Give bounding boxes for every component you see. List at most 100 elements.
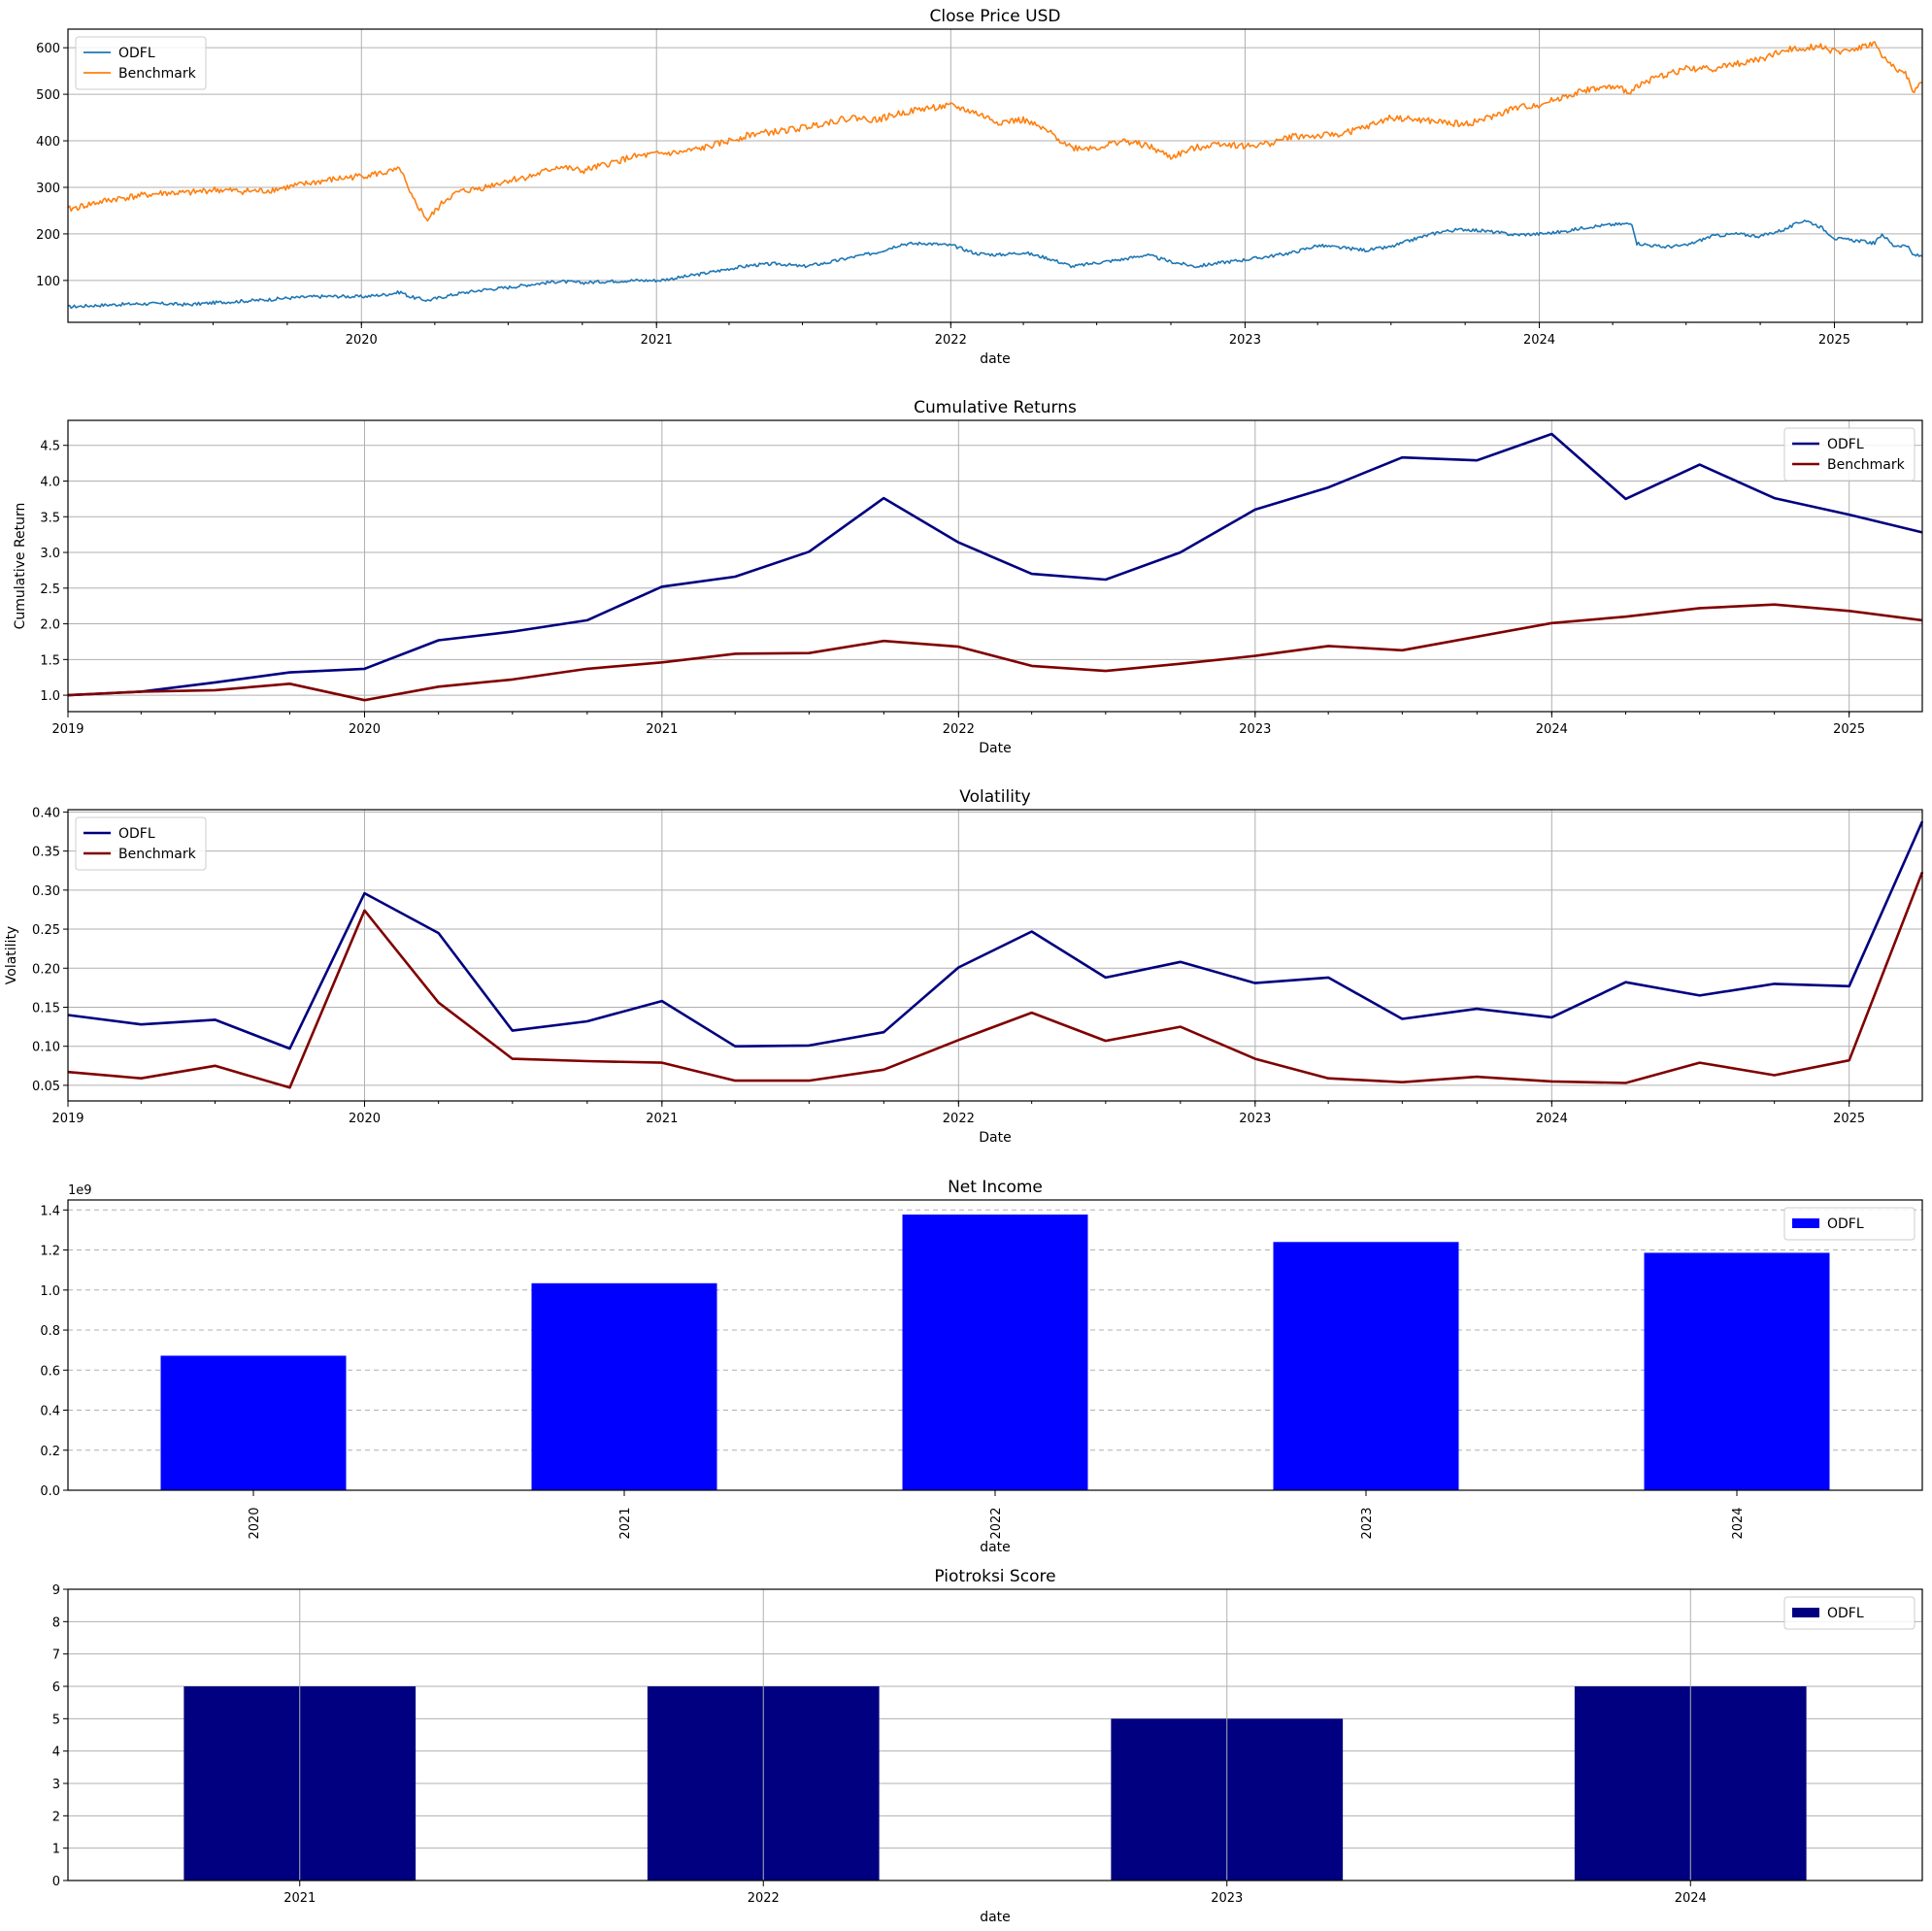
y-tick-label: 4 (52, 1746, 60, 1760)
legend-label-odfl: ODFL (1827, 437, 1864, 452)
x-tick-label: 2022 (943, 722, 975, 737)
y-tick-label: 0.0 (40, 1484, 60, 1499)
legend-label-benchmark: Benchmark (118, 847, 197, 862)
series-line-odfl (67, 219, 1923, 310)
bar-2021 (531, 1282, 717, 1490)
legend-label-benchmark: Benchmark (118, 66, 197, 82)
y-tick-label: 0.35 (32, 846, 60, 860)
x-tick-label: 2023 (1229, 333, 1261, 348)
bar-2022 (902, 1215, 1088, 1490)
x-tick-label: 2024 (1731, 1507, 1746, 1539)
y-tick-label: 4.5 (40, 440, 60, 454)
y-tick-label: 5 (52, 1713, 60, 1727)
chart-title: Close Price USD (930, 7, 1061, 26)
y-tick-label: 0 (52, 1875, 60, 1889)
legend-frame (1783, 1596, 1915, 1630)
chart-title: Piotroksi Score (934, 1567, 1055, 1586)
panel-5: 0 1 2 3 4 5 6 7 8 9 2021 2022 2023 2024 Piotroksi Scor… (52, 1567, 1923, 1925)
bar-2020 (160, 1355, 347, 1490)
x-tick-label: 2021 (618, 1507, 633, 1539)
x-tick-label: 2025 (1833, 722, 1865, 737)
x-tick-label: 2025 (1818, 333, 1850, 348)
legend-frame (75, 816, 207, 871)
y-tick-label: 3.5 (40, 511, 60, 525)
x-tick-label: 2020 (248, 1507, 262, 1539)
y-tick-label: 3 (52, 1778, 60, 1792)
x-tick-label: 2024 (1536, 722, 1568, 737)
x-tick-label: 2021 (646, 1112, 678, 1126)
x-tick-label: 2020 (349, 722, 381, 737)
x-tick-label: 2021 (283, 1891, 316, 1906)
legend-label-odfl: ODFL (1827, 1606, 1864, 1621)
y-tick-label: 1.4 (40, 1204, 60, 1218)
y-tick-label: 1.5 (40, 653, 60, 668)
y-tick-label: 1.2 (40, 1245, 60, 1259)
legend-swatch-odfl (1792, 1608, 1819, 1617)
y-tick-label: 400 (36, 135, 60, 150)
legend: ODFL (1783, 1596, 1915, 1630)
x-tick-label: 2022 (989, 1507, 1004, 1539)
plot-frame (67, 1588, 1923, 1881)
panel-3: 0.05 0.10 0.15 0.20 0.25 0.30 0.35 0.40 2019 2020… (4, 787, 1924, 1146)
legend: ODFL (1783, 1207, 1915, 1241)
legend: ODFL Benchmark (75, 816, 207, 871)
y-tick-label: 3.0 (40, 547, 60, 561)
legend-label-benchmark: Benchmark (1827, 457, 1906, 473)
y-tick-label: 1.0 (40, 689, 60, 704)
x-tick-label: 2022 (935, 333, 967, 348)
panel-1: 100 200 300 400 500 600 2020 2021 2022 2023 2024 20… (36, 7, 1923, 367)
y-tick-label: 1.0 (40, 1284, 60, 1299)
x-tick-label: 2023 (1239, 722, 1271, 737)
x-tick-label: 2024 (1523, 333, 1555, 348)
y-tick-label: 9 (52, 1583, 60, 1598)
x-tick-label: 2019 (51, 1112, 83, 1126)
y-tick-label: 200 (36, 228, 60, 243)
x-tick-label: 2021 (646, 722, 678, 737)
plot-frame (67, 809, 1923, 1102)
chart-title: Cumulative Returns (914, 398, 1077, 417)
y-tick-label: 500 (36, 88, 60, 103)
x-tick-label: 2019 (51, 722, 83, 737)
y-tick-label: 2.5 (40, 583, 60, 597)
y-tick-label: 7 (52, 1648, 60, 1663)
panel-2: 1.0 1.5 2.0 2.5 3.0 3.5 4.0 4.5 2019 2020 2021 2022… (13, 398, 1923, 756)
x-tick-label: 2023 (1239, 1112, 1271, 1126)
x-tick-label: 2023 (1211, 1891, 1243, 1906)
y-tick-label: 300 (36, 182, 60, 196)
x-tick-label: 2020 (349, 1112, 381, 1126)
y-tick-label: 600 (36, 42, 60, 56)
x-tick-label: 2020 (346, 333, 378, 348)
y-tick-label: 0.8 (40, 1324, 60, 1339)
series-line-benchmark (67, 41, 1923, 222)
chart-title: Volatility (959, 787, 1030, 807)
legend-label-odfl: ODFL (1827, 1216, 1864, 1232)
legend-frame (1783, 427, 1915, 482)
y-tick-label: 8 (52, 1615, 60, 1630)
legend-frame (1783, 1207, 1915, 1241)
x-axis-label: date (980, 1910, 1011, 1925)
x-tick-label: 2022 (943, 1112, 975, 1126)
series-line-odfl (67, 432, 1923, 697)
y-tick-label: 0.40 (32, 806, 60, 820)
y-tick-label: 0.15 (32, 1001, 60, 1015)
y-axis-label: Volatility (4, 926, 19, 984)
y-tick-label: 0.25 (32, 923, 60, 938)
legend-label-odfl: ODFL (118, 46, 155, 61)
x-axis-label: Date (979, 741, 1011, 756)
y-tick-label: 0.6 (40, 1364, 60, 1379)
x-tick-label: 2024 (1536, 1112, 1568, 1126)
y-tick-label: 0.10 (32, 1041, 60, 1055)
x-axis-label: date (980, 351, 1011, 367)
y-tick-label: 6 (52, 1681, 60, 1695)
y-tick-label: 2 (52, 1810, 60, 1824)
x-tick-label: 2025 (1833, 1112, 1865, 1126)
y-tick-label: 1 (52, 1843, 60, 1857)
y-tick-label: 0.2 (40, 1445, 60, 1459)
y-scale-label: 1e9 (68, 1183, 92, 1198)
chart-title: Net Income (948, 1178, 1043, 1197)
x-axis-label: Date (979, 1130, 1011, 1146)
y-axis-label: Cumulative Return (13, 503, 28, 630)
y-tick-label: 0.05 (32, 1080, 60, 1094)
x-tick-label: 2023 (1360, 1507, 1375, 1539)
